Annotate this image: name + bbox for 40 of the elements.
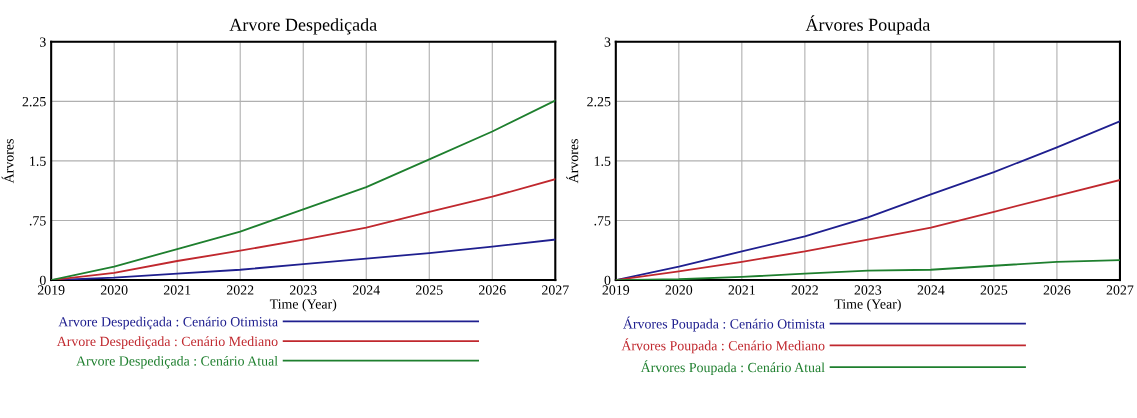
y-tick-label: .75 bbox=[29, 216, 46, 226]
x-tick-label: 2019 bbox=[602, 285, 630, 295]
y-tick-label: 2.25 bbox=[587, 96, 611, 107]
y-tick-label: 1.5 bbox=[594, 156, 611, 166]
y-tick-label: 3 bbox=[604, 37, 611, 47]
x-tick-label: 2022 bbox=[226, 285, 254, 295]
x-tick-label: 2024 bbox=[917, 285, 945, 295]
x-tick-label: 2019 bbox=[37, 285, 65, 295]
text: Arvore Despediçada : Cenário Otimista bbox=[58, 316, 278, 330]
text: Árvores Poupada : Cenário Atual bbox=[640, 360, 825, 375]
x-axis-title: Time (Year) bbox=[269, 298, 337, 312]
x-axis-title: Time (Year) bbox=[834, 298, 901, 312]
x-tick-label: 2021 bbox=[728, 285, 755, 295]
chart-title: Arvore Despediçada bbox=[229, 18, 377, 35]
x-tick-label: 2024 bbox=[352, 285, 380, 295]
text: Árvores Poupada : Cenário Otimista bbox=[623, 316, 825, 332]
y-tick-label: 0 bbox=[39, 275, 46, 286]
y-tick-label: 1.5 bbox=[30, 156, 46, 166]
text: Arvore Despediçada : Cenário Mediano bbox=[56, 336, 278, 349]
chart-title: Árvores Poupada bbox=[805, 15, 931, 35]
x-tick-label: 2021 bbox=[163, 285, 191, 295]
x-tick-label: 2023 bbox=[289, 285, 317, 295]
text: Árvores Poupada : Cenário Mediano bbox=[621, 338, 825, 354]
y-axis-title: Árvores bbox=[566, 139, 579, 184]
x-tick-label: 2025 bbox=[980, 285, 1008, 295]
x-tick-label: 2027 bbox=[542, 285, 569, 295]
y-tick-label: 0 bbox=[604, 275, 611, 286]
text: Arvore Despediçada : Cenário Atual bbox=[76, 355, 278, 369]
x-tick-label: 2026 bbox=[1043, 285, 1071, 295]
x-tick-label: 2022 bbox=[791, 285, 818, 295]
x-tick-label: 2025 bbox=[415, 285, 443, 295]
x-tick-label: 2020 bbox=[100, 285, 128, 295]
y-tick-label: 2.25 bbox=[22, 96, 46, 107]
x-tick-label: 2023 bbox=[854, 285, 882, 295]
y-tick-label: .75 bbox=[594, 216, 611, 226]
x-tick-label: 2027 bbox=[1106, 285, 1134, 295]
y-axis-title: Árvores bbox=[1, 139, 14, 184]
x-tick-label: 2026 bbox=[479, 285, 506, 295]
y-tick-label: 3 bbox=[40, 37, 46, 47]
x-tick-label: 2020 bbox=[665, 285, 693, 295]
